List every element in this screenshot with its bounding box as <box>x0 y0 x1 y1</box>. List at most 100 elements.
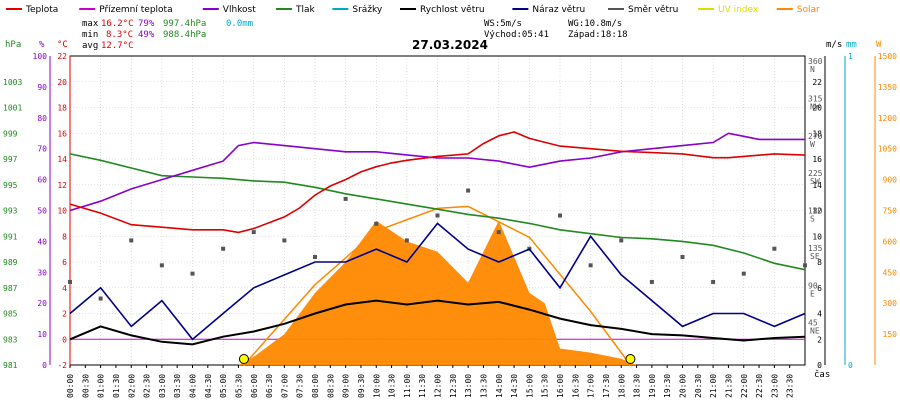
wind-info: WS:5m/s WG:10.8m/s Východ:05:41 Západ:18… <box>484 19 628 40</box>
x-tick-label: 12:30 <box>449 374 458 398</box>
wind-sunrise: Východ:05:41 <box>484 30 549 40</box>
precip-tick-label: 0 <box>848 361 853 370</box>
x-tick-label: 13:00 <box>464 374 473 398</box>
axes: 9819839859879899919939959979991001100301… <box>3 52 897 370</box>
x-tick-label: 18:30 <box>633 374 642 398</box>
legend-label: Srážky <box>352 5 383 15</box>
humidity-tick-label: 10 <box>37 330 47 339</box>
wind-dir-point <box>466 188 471 193</box>
pressure-tick-label: 993 <box>3 207 18 216</box>
temp-tick-label: 16 <box>57 129 67 138</box>
x-tick-label: 20:00 <box>679 374 688 398</box>
stats-min-hum: 49% <box>138 30 155 40</box>
wind-speed-tick-label: 14 <box>812 181 822 190</box>
pressure-tick-label: 991 <box>3 232 18 241</box>
solar-tick-label: 600 <box>883 237 898 246</box>
humidity-tick-label: 80 <box>37 114 47 123</box>
temp-tick-label: 6 <box>62 258 67 267</box>
wind-dir-point <box>68 279 72 284</box>
solar-tick-label: 900 <box>883 176 898 185</box>
humidity-tick-label: 30 <box>37 268 47 277</box>
series-line <box>69 132 805 212</box>
wind-speed-tick-label: 10 <box>812 232 822 241</box>
solar-tick-label: 300 <box>883 299 898 308</box>
sun-marker <box>625 354 636 364</box>
solar-tick-label: 1050 <box>878 145 897 154</box>
x-tick-label: 17:30 <box>602 374 611 398</box>
x-tick-label: 07:30 <box>296 374 305 398</box>
x-tick-label: 01:00 <box>97 374 106 398</box>
wind-dir-compass-label: SE <box>810 252 820 261</box>
unit-degc: °C <box>57 40 68 50</box>
stats-min-temp: 8.3°C <box>106 30 133 40</box>
wind-speed-tick-label: 0 <box>817 361 822 370</box>
temp-tick-label: 4 <box>62 284 67 293</box>
wind-dir-point <box>711 279 716 284</box>
unit-ms: m/s <box>826 40 842 50</box>
unit-time: čas <box>814 369 830 380</box>
wind-dir-compass-label: SW <box>810 177 820 186</box>
wind-dir-point <box>282 238 287 243</box>
pressure-tick-label: 983 <box>3 335 18 344</box>
x-tick-label: 05:00 <box>219 374 228 398</box>
precip-tick-label: 1 <box>848 52 853 61</box>
pressure-tick-label: 981 <box>3 361 18 370</box>
humidity-tick-label: 0 <box>42 361 47 370</box>
x-tick-label: 08:30 <box>326 374 335 398</box>
stats-max-temp: 16.2°C <box>101 19 134 29</box>
legend-item: Směr větru <box>608 5 678 15</box>
stats-max-press: 997.4hPa <box>163 19 206 29</box>
x-tick-label: 22:00 <box>740 374 749 398</box>
solar-tick-label: 1500 <box>878 52 897 61</box>
x-tick-label: 11:30 <box>418 374 427 398</box>
wind-dir-tick-label: 270 <box>808 132 823 141</box>
pressure-tick-label: 995 <box>3 181 18 190</box>
legend-item: Vlhkost <box>202 5 256 15</box>
series-line <box>69 299 806 346</box>
chart-date: 27.03.2024 <box>412 38 488 52</box>
pressure-tick-label: 1003 <box>3 78 22 87</box>
wind-dir-point <box>435 213 440 218</box>
wind-dir-tick-label: 90 <box>808 281 818 290</box>
theoretical-solar-curve <box>243 205 632 366</box>
x-tick-label: 16:30 <box>571 374 580 398</box>
x-tick-label: 09:00 <box>342 374 351 398</box>
legend-label: UV index <box>718 5 759 15</box>
x-tick-label: 19:30 <box>663 374 672 398</box>
wind-dir-compass-label: E <box>810 289 815 298</box>
stats-block: max 16.2°C 79% 997.4hPa 0.0mm min 8.3°C … <box>82 19 253 51</box>
wind-dir-point <box>772 246 777 251</box>
humidity-tick-label: 100 <box>33 52 48 61</box>
series-line <box>69 153 806 271</box>
wind-dir-point <box>343 196 348 201</box>
legend-label: Tlak <box>295 5 316 15</box>
legend-label: Teplota <box>25 5 58 15</box>
wind-dir-point <box>251 230 256 235</box>
wind-dir-compass-label: W <box>810 140 815 149</box>
x-tick-label: 02:00 <box>127 374 136 398</box>
x-axis-ticks: 00:00 00:30 01:00 01:30 02:00 02:30 03:00 03:30… <box>66 365 795 398</box>
x-tick-label: 12:00 <box>434 374 443 398</box>
unit-wm2: W <box>876 40 882 50</box>
legend-item: Rychlost větru <box>400 5 485 15</box>
series-line <box>69 222 806 341</box>
humidity-tick-label: 70 <box>37 145 47 154</box>
wind-speed-tick-label: 6 <box>817 284 822 293</box>
x-tick-label: 14:30 <box>510 374 519 398</box>
legend-item: Náraz větru <box>512 5 585 15</box>
legend-item: Srážky <box>332 5 383 15</box>
wind-dir-point <box>680 255 685 260</box>
legend-item: Přízemní teplota <box>79 5 173 15</box>
temp-tick-label: 8 <box>62 232 67 241</box>
pressure-tick-label: 997 <box>3 155 18 164</box>
x-tick-label: 15:30 <box>541 374 550 398</box>
stats-max-label: max <box>82 19 99 29</box>
legend-label: Přízemní teplota <box>99 5 172 15</box>
series-line <box>69 131 806 234</box>
legend: Teplota Přízemní teplota Vlhkost Tlak Srážky… <box>6 5 820 15</box>
x-tick-label: 22:30 <box>755 374 764 398</box>
wind-dir-tick-label: 45 <box>808 319 818 328</box>
wind-dir-point <box>404 238 409 243</box>
x-tick-label: 07:00 <box>280 374 289 398</box>
x-tick-label: 06:30 <box>265 374 274 398</box>
